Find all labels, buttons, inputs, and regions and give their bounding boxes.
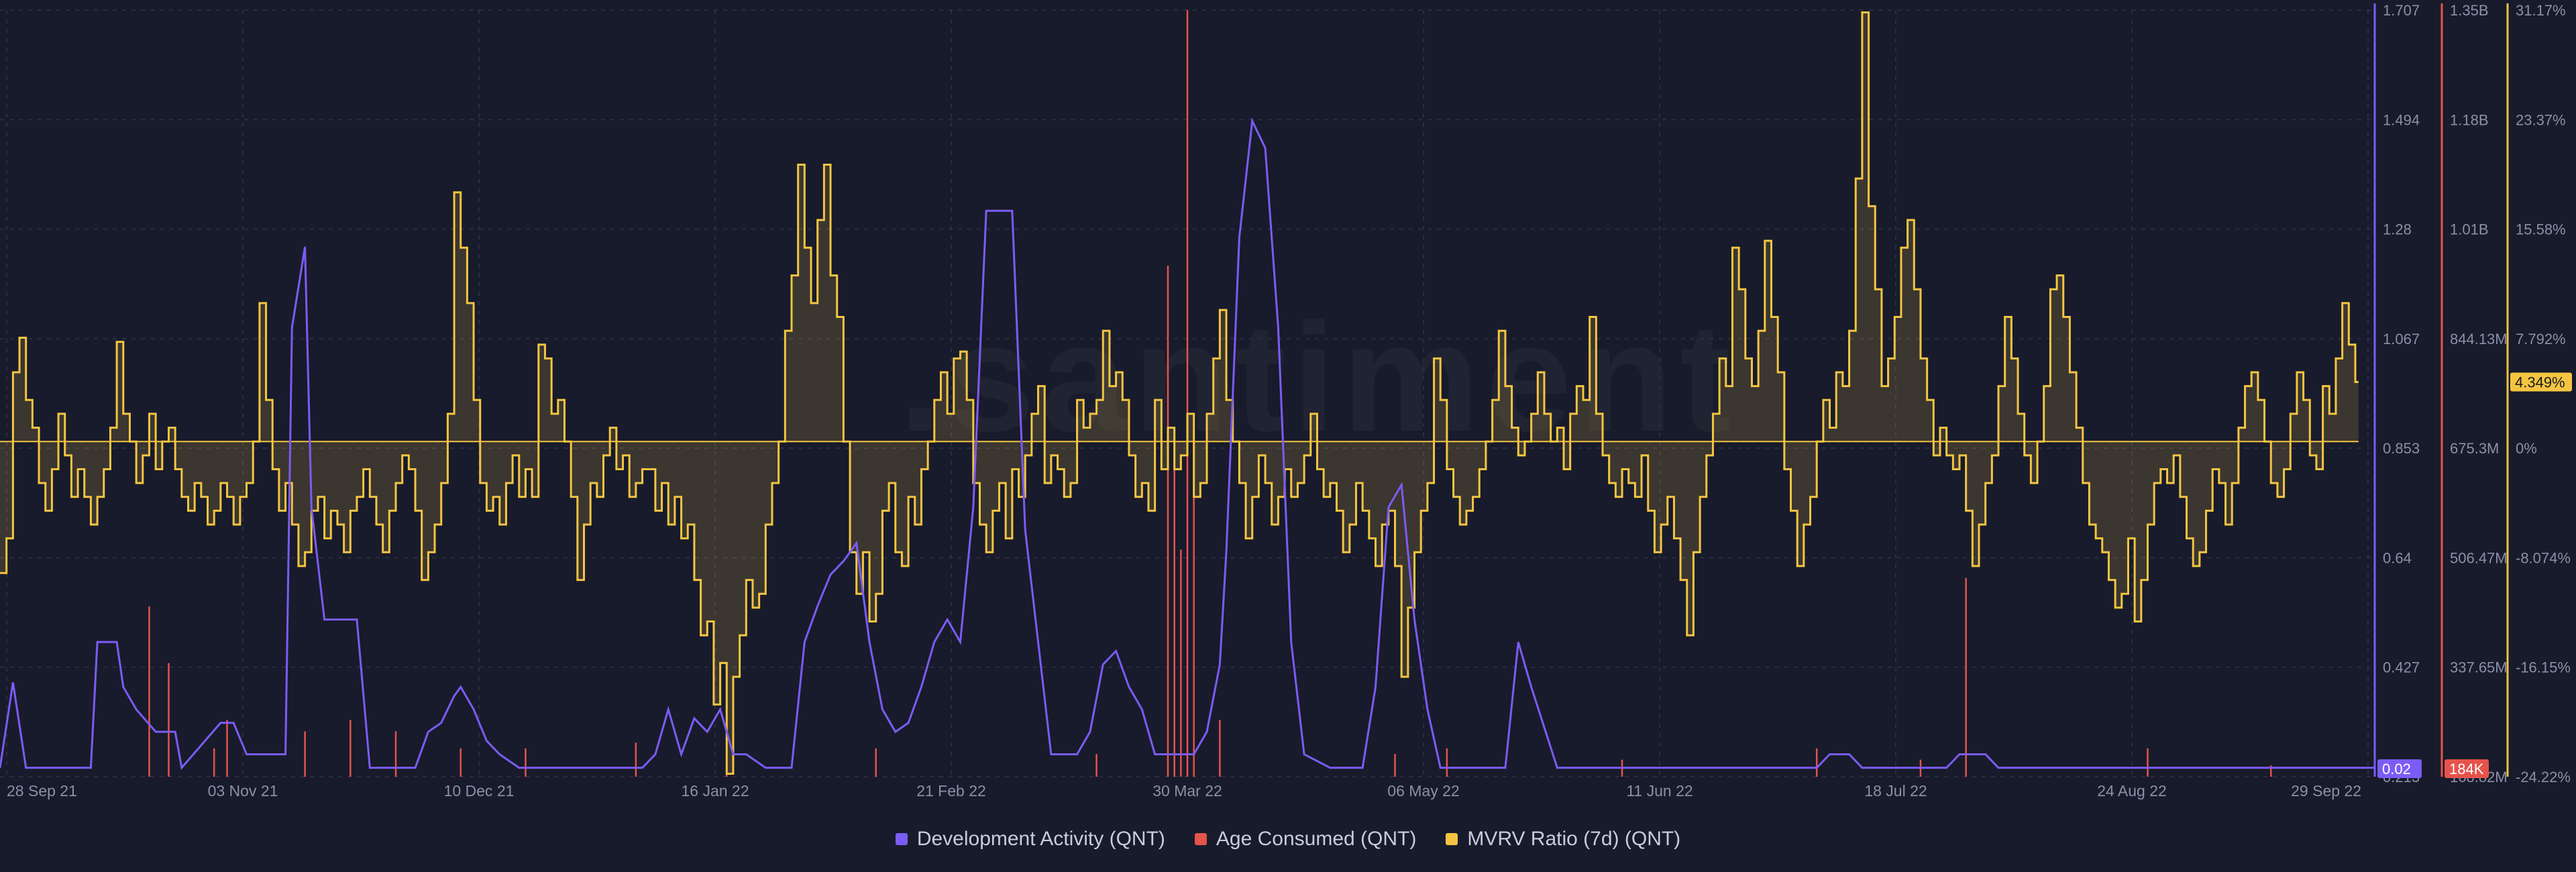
dev-axis-tick: 1.28 [2383,221,2412,238]
mvrv-current-badge: 4.349% [2510,372,2572,392]
legend-label: Development Activity (QNT) [916,828,1165,850]
x-tick-label: 30 Mar 22 [1152,782,1222,800]
legend-item[interactable]: Development Activity (QNT) [895,828,1165,851]
legend-item[interactable]: Age Consumed (QNT) [1194,828,1417,851]
legend-item[interactable]: MVRV Ratio (7d) (QNT) [1446,828,1680,851]
mvrv-badge-label: 4.349% [2515,374,2565,390]
dev-axis-tick: 1.494 [2383,111,2420,128]
x-tick-label: 10 Dec 21 [444,782,515,800]
age-axis-tick: 844.13M [2450,331,2508,347]
dev-axis-tick: 0.427 [2383,659,2420,676]
mvrv-badge-bg [2510,372,2572,392]
dev-axis-tick: 1.707 [2383,2,2420,19]
dev-axis-tick: 0.853 [2383,440,2420,457]
mvrv-axis-tick: 7.792% [2516,331,2566,347]
mvrv-axis-tick: 31.17% [2516,2,2566,19]
mvrv-axis-tick: 0% [2516,440,2537,457]
x-tick-label: 06 May 22 [1387,782,1459,800]
x-tick-label: 11 Jun 22 [1626,782,1693,800]
mvrv-axis-tick: 23.37% [2516,111,2566,128]
dev-axis-tick: 0.64 [2383,549,2412,566]
mvrv-axis-tick: -8.074% [2516,549,2571,566]
x-tick-label: 24 Aug 22 [2097,782,2167,800]
dev-activity-line [0,117,2375,770]
legend-swatch [1446,833,1458,845]
chart-legend: Development Activity (QNT) Age Consumed (… [0,823,2576,855]
mvrv-axis-tick: -16.15% [2516,659,2571,676]
x-tick-label: 29 Sep 22 [2291,782,2361,800]
age-axis-tick: 675.3M [2450,440,2499,457]
dev-badge-label: 0.02 [2382,761,2411,777]
dev-axis-tick: 1.067 [2383,331,2420,347]
x-tick-label: 16 Jan 22 [681,782,749,800]
age-axis-tick: 506.47M [2450,549,2508,566]
x-tick-label: 28 Sep 21 [7,782,77,800]
dev-current-badge: 0.02 [2377,759,2422,778]
x-tick-label: 03 Nov 21 [208,782,278,800]
legend-swatch [895,833,908,845]
age-axis-tick: 1.35B [2450,2,2489,19]
age-axis-tick: 1.01B [2450,221,2489,238]
mvrv-line [0,11,2359,775]
mvrv-area [0,12,2359,774]
mvrv-axis-tick: -24.22% [2516,769,2571,785]
x-tick-label: 21 Feb 22 [916,782,986,800]
dev-badge-bg [2377,759,2422,778]
age-axis-tick: 1.18B [2450,111,2489,128]
legend-swatch [1194,833,1207,845]
mvrv-axis-tick: 15.58% [2516,221,2566,238]
x-tick-label: 18 Jul 22 [1864,782,1927,800]
age-axis-tick: 337.65M [2450,659,2508,676]
legend-label: Age Consumed (QNT) [1216,828,1417,850]
age-current-badge: 184K [2445,759,2489,778]
age-badge-bg [2445,759,2489,778]
legend-label: MVRV Ratio (7d) (QNT) [1467,828,1681,850]
age-badge-label: 184K [2449,761,2484,777]
